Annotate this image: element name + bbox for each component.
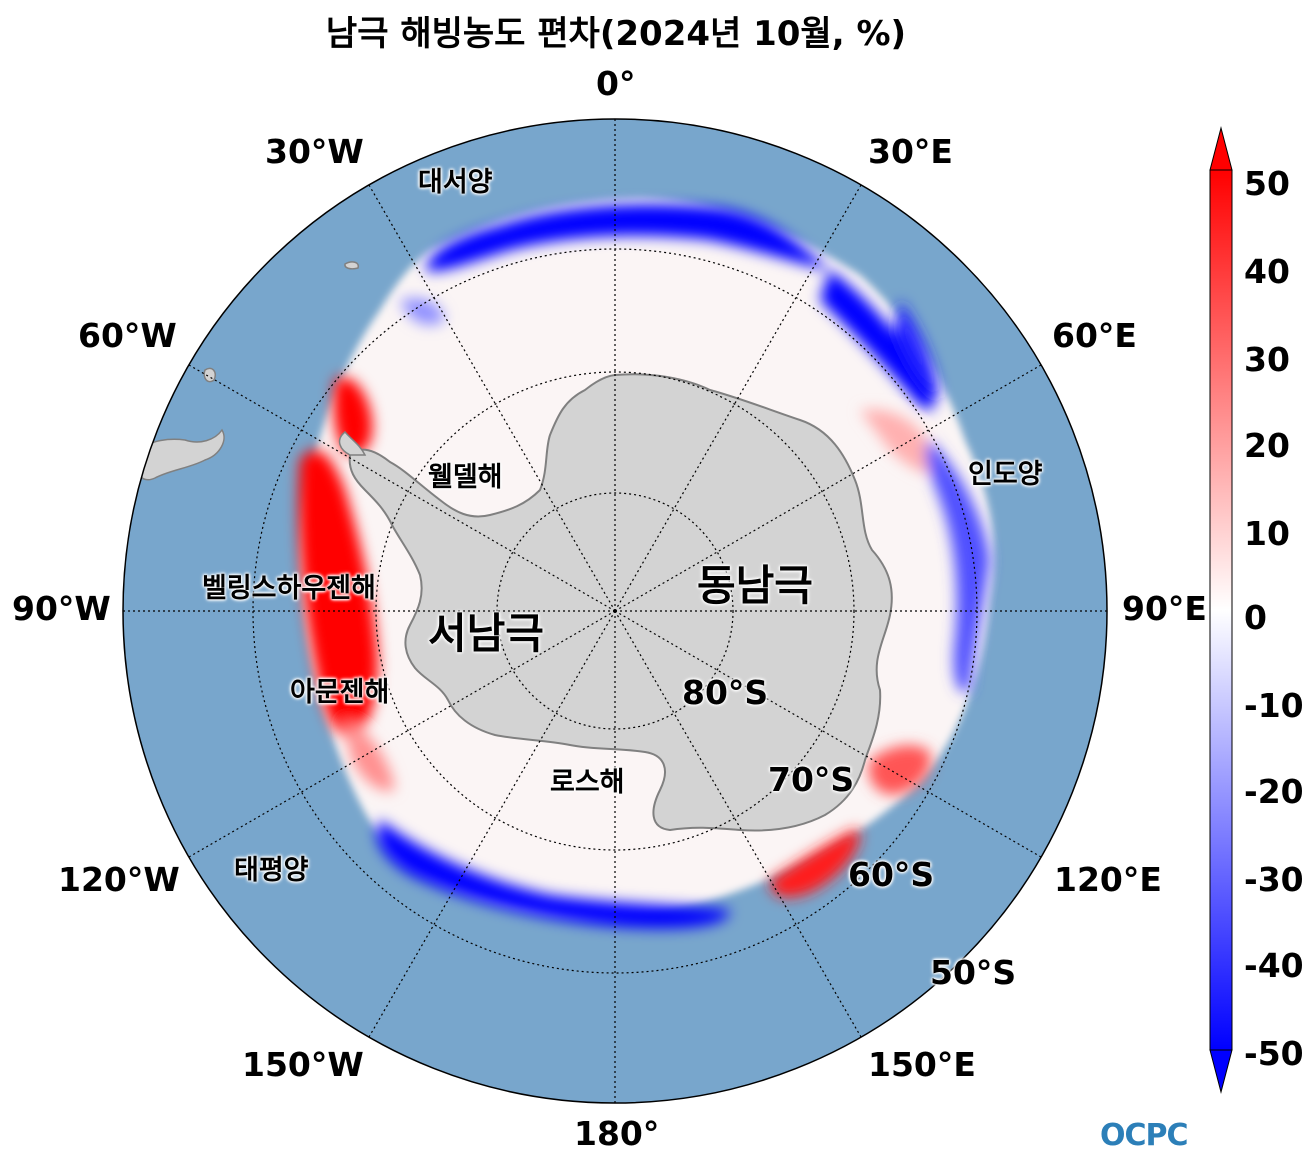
colorbar-tick: -40	[1244, 946, 1304, 985]
lat-label-70s: 70°S	[768, 760, 855, 799]
map-title: 남극 해빙농도 편차(2024년 10월, %)	[325, 14, 907, 54]
region-label-pacific: 태평양	[234, 855, 309, 886]
colorbar-min-extend	[1209, 1049, 1233, 1094]
colorbar-tick: 10	[1244, 514, 1290, 553]
region-label-east-antarctica: 동남극	[697, 561, 813, 610]
lon-label-150e: 150°E	[868, 1045, 976, 1084]
colorbar	[1209, 126, 1233, 1094]
lon-label-120e: 120°E	[1054, 860, 1162, 899]
colorbar-tick: 0	[1244, 598, 1267, 637]
lon-label-90e: 90°E	[1122, 589, 1207, 628]
bellingshausen-positive-anomaly	[298, 450, 378, 738]
colorbar-tick: 30	[1244, 340, 1290, 379]
colorbar-tick: -10	[1244, 686, 1304, 725]
colorbar-tick: 50	[1244, 164, 1290, 203]
antarctic-peninsula	[338, 430, 367, 456]
colorbar-tick: 40	[1244, 252, 1290, 291]
lon-label-0: 0°	[596, 64, 636, 103]
lon-label-60w: 60°W	[78, 316, 177, 355]
colorbar-max-extend	[1209, 126, 1233, 171]
region-label-amundsen: 아문젠해	[290, 677, 390, 708]
indian-negative-anomaly	[820, 270, 934, 410]
colorbar-tick: -20	[1244, 772, 1304, 811]
south-america-tip	[136, 261, 360, 481]
lon-label-120w: 120°W	[58, 860, 180, 899]
colorbar-gradient	[1209, 169, 1233, 1051]
colorbar-tick: -50	[1244, 1034, 1304, 1073]
antarctica-landmass	[348, 373, 893, 832]
lon-label-150w: 150°W	[242, 1045, 364, 1084]
region-label-weddell: 웰델해	[428, 462, 503, 493]
lon-label-180: 180°	[574, 1114, 660, 1153]
region-label-west-antarctica: 서남극	[428, 609, 544, 658]
region-label-ross: 로스해	[550, 767, 625, 798]
ross-east-positive-anomaly	[770, 828, 860, 898]
lon-label-30w: 30°W	[265, 132, 364, 171]
ocpc-logo: OCPC	[1100, 1118, 1189, 1153]
lat-label-80s: 80°S	[682, 673, 769, 712]
lon-label-90w: 90°W	[12, 589, 111, 628]
atlantic-negative-anomaly	[425, 204, 830, 272]
map-boundary	[122, 118, 1108, 1104]
graticule	[123, 119, 1107, 1103]
region-label-atlantic: 대서양	[418, 167, 493, 198]
region-label-indian: 인도양	[968, 459, 1043, 490]
lat-label-60s: 60°S	[848, 855, 935, 894]
lat-label-50s: 50°S	[930, 953, 1017, 992]
lon-label-30e: 30°E	[868, 132, 953, 171]
region-label-bellingshausen: 벨링스하우젠해	[202, 573, 376, 604]
lon-label-60e: 60°E	[1052, 316, 1137, 355]
colorbar-tick: 20	[1244, 426, 1290, 465]
pacific-negative-anomaly	[376, 820, 730, 929]
colorbar-tick: -30	[1244, 860, 1304, 899]
